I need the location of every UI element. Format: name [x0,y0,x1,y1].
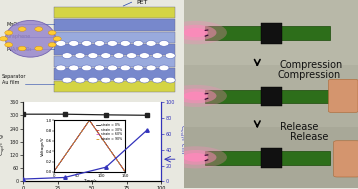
Circle shape [82,65,92,71]
Circle shape [5,31,13,35]
Circle shape [146,65,156,71]
Circle shape [175,150,217,165]
Circle shape [35,27,43,31]
Circle shape [48,31,56,35]
Bar [54,44,175,55]
Circle shape [175,25,217,40]
Y-axis label: C$_{sp}$/F g$^{-1}$: C$_{sp}$/F g$^{-1}$ [0,127,8,156]
Circle shape [140,77,150,83]
Circle shape [18,27,26,31]
Circle shape [69,65,79,71]
Bar [54,81,175,92]
Bar [261,87,282,106]
Circle shape [107,40,117,46]
Circle shape [53,36,61,41]
Text: Release: Release [290,132,329,142]
Circle shape [165,77,175,83]
Circle shape [62,77,72,83]
Circle shape [120,65,130,71]
Circle shape [127,53,137,58]
Ellipse shape [5,20,55,57]
Circle shape [75,77,85,83]
Circle shape [113,53,124,58]
Circle shape [35,46,43,51]
Circle shape [101,77,111,83]
Circle shape [95,65,105,71]
Circle shape [133,40,143,46]
Bar [54,56,175,67]
Bar [261,148,282,168]
Circle shape [62,53,72,58]
Circle shape [48,43,56,47]
FancyBboxPatch shape [334,141,358,177]
Circle shape [5,43,13,47]
Bar [261,23,282,44]
Circle shape [184,153,208,162]
Circle shape [153,77,163,83]
Circle shape [69,40,79,46]
Circle shape [140,53,150,58]
Circle shape [113,77,124,83]
Bar [54,68,175,80]
Bar [205,90,330,103]
Circle shape [165,53,175,58]
Bar [205,151,330,165]
Text: Separator
Au film: Separator Au film [2,74,26,85]
Text: PET: PET [136,0,147,5]
Bar [54,19,175,31]
Text: Release: Release [280,122,318,132]
Text: PVA/H₂SO₄: PVA/H₂SO₄ [6,46,32,51]
Circle shape [153,53,163,58]
Circle shape [164,146,227,168]
Circle shape [88,53,98,58]
Circle shape [56,40,66,46]
Circle shape [120,40,130,46]
Bar [54,7,175,18]
Circle shape [146,40,156,46]
Text: MnO₂: MnO₂ [6,22,19,27]
Circle shape [133,65,143,71]
Text: Graphene: Graphene [6,34,30,39]
FancyBboxPatch shape [329,79,358,112]
Bar [54,32,175,43]
Circle shape [164,85,227,107]
Bar [205,26,330,40]
Circle shape [184,92,208,100]
Circle shape [159,65,169,71]
Circle shape [75,53,85,58]
Text: Compression: Compression [278,70,341,80]
Text: Compression: Compression [280,60,343,70]
Circle shape [18,46,26,51]
Circle shape [56,65,66,71]
Circle shape [95,40,105,46]
Circle shape [82,40,92,46]
Circle shape [88,77,98,83]
Circle shape [101,53,111,58]
Circle shape [159,40,169,46]
Circle shape [184,28,208,37]
Circle shape [0,36,8,41]
Circle shape [175,88,217,103]
Circle shape [107,65,117,71]
Y-axis label: C$_{vol}$/F cm$^{-3}$: C$_{vol}$/F cm$^{-3}$ [178,124,188,160]
Circle shape [164,21,227,44]
Circle shape [127,77,137,83]
